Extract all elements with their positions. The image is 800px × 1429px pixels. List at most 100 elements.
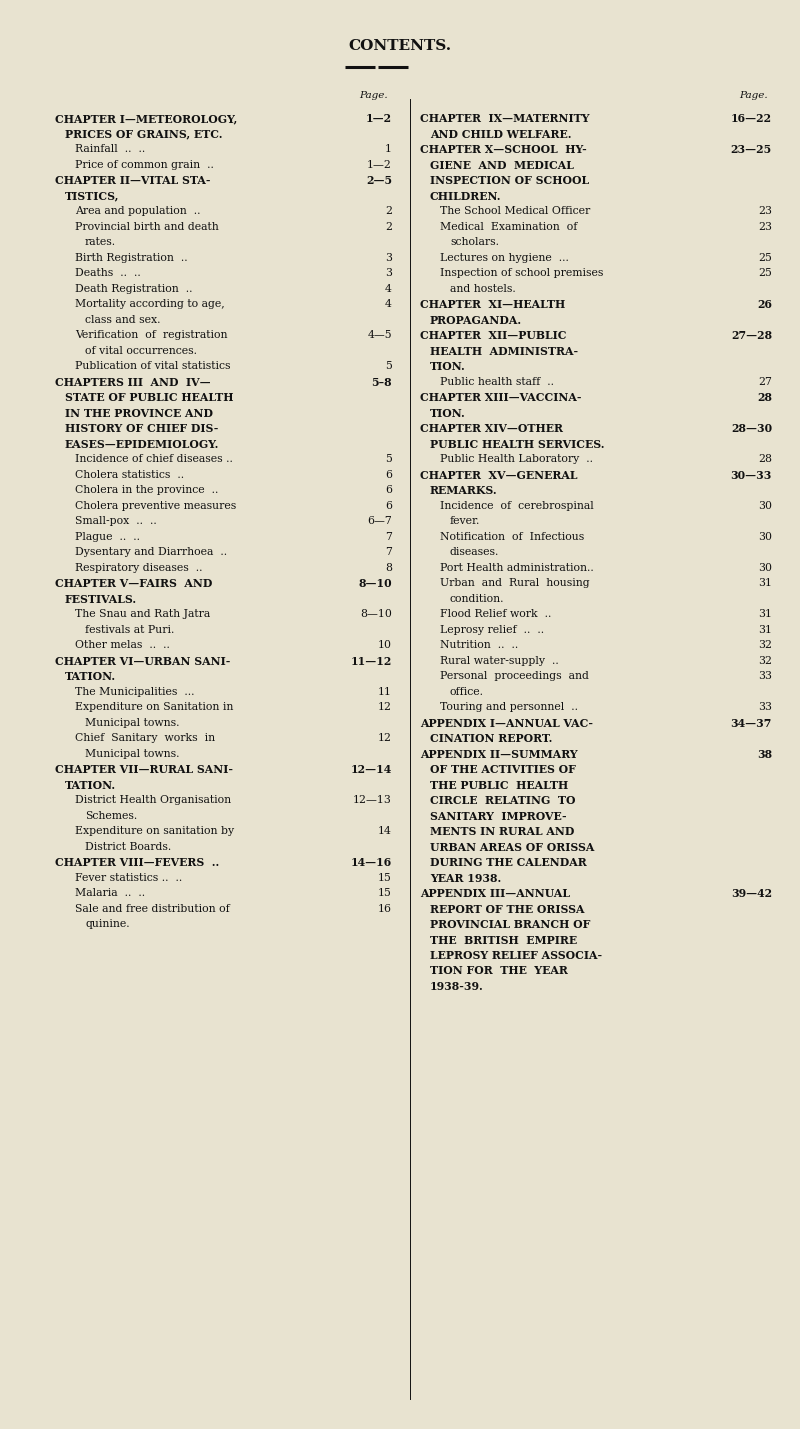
Text: scholars.: scholars. — [450, 237, 499, 247]
Text: CHAPTER XIV—OTHER: CHAPTER XIV—OTHER — [420, 423, 563, 434]
Text: 2—5: 2—5 — [366, 174, 392, 186]
Text: TION FOR  THE  YEAR: TION FOR THE YEAR — [430, 966, 568, 976]
Text: Schemes.: Schemes. — [85, 810, 138, 820]
Text: HISTORY OF CHIEF DIS-: HISTORY OF CHIEF DIS- — [65, 423, 218, 434]
Text: 5: 5 — [385, 454, 392, 464]
Text: CHAPTER  XII—PUBLIC: CHAPTER XII—PUBLIC — [420, 330, 566, 342]
Text: 31: 31 — [758, 577, 772, 587]
Text: CIRCLE  RELATING  TO: CIRCLE RELATING TO — [430, 795, 575, 806]
Text: diseases.: diseases. — [450, 547, 499, 557]
Text: 27: 27 — [758, 376, 772, 386]
Text: 4—5: 4—5 — [367, 330, 392, 340]
Text: CONTENTS.: CONTENTS. — [349, 39, 451, 53]
Text: Fever statistics ..  ..: Fever statistics .. .. — [75, 873, 182, 883]
Text: Lectures on hygiene  ...: Lectures on hygiene ... — [440, 253, 569, 263]
Text: PROVINCIAL BRANCH OF: PROVINCIAL BRANCH OF — [430, 919, 590, 930]
Text: Malaria  ..  ..: Malaria .. .. — [75, 887, 145, 897]
Text: 28—30: 28—30 — [731, 423, 772, 434]
Text: of vital occurrences.: of vital occurrences. — [85, 346, 197, 356]
Text: CHAPTER V—FAIRS  AND: CHAPTER V—FAIRS AND — [55, 577, 212, 589]
Text: District Health Organisation: District Health Organisation — [75, 795, 231, 805]
Text: 7: 7 — [385, 547, 392, 557]
Text: APPENDIX III—ANNUAL: APPENDIX III—ANNUAL — [420, 887, 570, 899]
Text: condition.: condition. — [450, 593, 505, 603]
Text: 39—42: 39—42 — [731, 887, 772, 899]
Text: Page.: Page. — [739, 91, 768, 100]
Text: 32: 32 — [758, 656, 772, 666]
Text: District Boards.: District Boards. — [85, 842, 171, 852]
Text: Nutrition  ..  ..: Nutrition .. .. — [440, 640, 518, 650]
Text: 12: 12 — [378, 733, 392, 743]
Text: 11: 11 — [378, 686, 392, 696]
Text: 25: 25 — [758, 253, 772, 263]
Text: Other melas  ..  ..: Other melas .. .. — [75, 640, 170, 650]
Text: 5: 5 — [385, 362, 392, 372]
Text: The School Medical Officer: The School Medical Officer — [440, 206, 590, 216]
Text: AND CHILD WELFARE.: AND CHILD WELFARE. — [430, 129, 571, 140]
Text: 23: 23 — [758, 206, 772, 216]
Text: 31: 31 — [758, 624, 772, 634]
Text: Cholera statistics  ..: Cholera statistics .. — [75, 470, 184, 480]
Text: 3: 3 — [385, 269, 392, 279]
Text: GIENE  AND  MEDICAL: GIENE AND MEDICAL — [430, 160, 574, 170]
Text: 28: 28 — [758, 454, 772, 464]
Text: Leprosy relief  ..  ..: Leprosy relief .. .. — [440, 624, 544, 634]
Text: CHAPTER I—METEOROLOGY,: CHAPTER I—METEOROLOGY, — [55, 113, 238, 124]
Text: 33: 33 — [758, 702, 772, 712]
Text: STATE OF PUBLIC HEALTH: STATE OF PUBLIC HEALTH — [65, 392, 234, 403]
Text: CHAPTER VIII—FEVERS  ..: CHAPTER VIII—FEVERS .. — [55, 857, 219, 867]
Text: Publication of vital statistics: Publication of vital statistics — [75, 362, 230, 372]
Text: LEPROSY RELIEF ASSOCIA-: LEPROSY RELIEF ASSOCIA- — [430, 950, 602, 960]
Text: Verification  of  registration: Verification of registration — [75, 330, 227, 340]
Text: IN THE PROVINCE AND: IN THE PROVINCE AND — [65, 407, 213, 419]
Text: Dysentary and Diarrhoea  ..: Dysentary and Diarrhoea .. — [75, 547, 227, 557]
Text: THE  BRITISH  EMPIRE: THE BRITISH EMPIRE — [430, 935, 577, 946]
Text: 8—10: 8—10 — [360, 609, 392, 619]
Text: 38: 38 — [757, 749, 772, 759]
Text: Cholera in the province  ..: Cholera in the province .. — [75, 484, 218, 494]
Text: Sale and free distribution of: Sale and free distribution of — [75, 903, 230, 913]
Text: Incidence of chief diseases ..: Incidence of chief diseases .. — [75, 454, 233, 464]
Text: The Snau and Rath Jatra: The Snau and Rath Jatra — [75, 609, 210, 619]
Text: 4: 4 — [385, 299, 392, 309]
Text: 2: 2 — [385, 221, 392, 231]
Text: Chief  Sanitary  works  in: Chief Sanitary works in — [75, 733, 215, 743]
Text: 1—2: 1—2 — [367, 160, 392, 170]
Text: Municipal towns.: Municipal towns. — [85, 717, 179, 727]
Text: THE PUBLIC  HEALTH: THE PUBLIC HEALTH — [430, 779, 568, 790]
Text: and hostels.: and hostels. — [450, 283, 516, 293]
Text: 15: 15 — [378, 873, 392, 883]
Text: APPENDIX II—SUMMARY: APPENDIX II—SUMMARY — [420, 749, 578, 759]
Text: Municipal towns.: Municipal towns. — [85, 749, 179, 759]
Text: Expenditure on Sanitation in: Expenditure on Sanitation in — [75, 702, 234, 712]
Text: 1—2: 1—2 — [366, 113, 392, 124]
Text: TATION.: TATION. — [65, 672, 116, 682]
Text: HEALTH  ADMINISTRA-: HEALTH ADMINISTRA- — [430, 346, 578, 356]
Text: 14—16: 14—16 — [350, 857, 392, 867]
Text: CHAPTERS III  AND  IV—: CHAPTERS III AND IV— — [55, 376, 210, 387]
Text: 30—33: 30—33 — [730, 470, 772, 480]
Text: 31: 31 — [758, 609, 772, 619]
Text: festivals at Puri.: festivals at Puri. — [85, 624, 174, 634]
Text: Urban  and  Rural  housing: Urban and Rural housing — [440, 577, 590, 587]
Text: Area and population  ..: Area and population .. — [75, 206, 201, 216]
Text: Port Health administration..: Port Health administration.. — [440, 563, 594, 573]
Text: Mortality according to age,: Mortality according to age, — [75, 299, 225, 309]
Text: 6: 6 — [385, 500, 392, 510]
Text: 12—13: 12—13 — [353, 795, 392, 805]
Text: OF THE ACTIVITIES OF: OF THE ACTIVITIES OF — [430, 765, 576, 775]
Text: 32: 32 — [758, 640, 772, 650]
Text: quinine.: quinine. — [85, 919, 130, 929]
Text: Touring and personnel  ..: Touring and personnel .. — [440, 702, 578, 712]
Text: CHILDREN.: CHILDREN. — [430, 190, 502, 201]
Text: Inspection of school premises: Inspection of school premises — [440, 269, 603, 279]
Text: 28: 28 — [757, 392, 772, 403]
Text: DURING THE CALENDAR: DURING THE CALENDAR — [430, 857, 586, 867]
Text: 8—10: 8—10 — [358, 577, 392, 589]
Text: 5–8: 5–8 — [371, 376, 392, 387]
Text: URBAN AREAS OF ORISSA: URBAN AREAS OF ORISSA — [430, 842, 594, 853]
Text: FESTIVALS.: FESTIVALS. — [65, 593, 137, 604]
Text: Medical  Examination  of: Medical Examination of — [440, 221, 578, 231]
Text: PROPAGANDA.: PROPAGANDA. — [430, 314, 522, 326]
Text: Public health staff  ..: Public health staff .. — [440, 376, 554, 386]
